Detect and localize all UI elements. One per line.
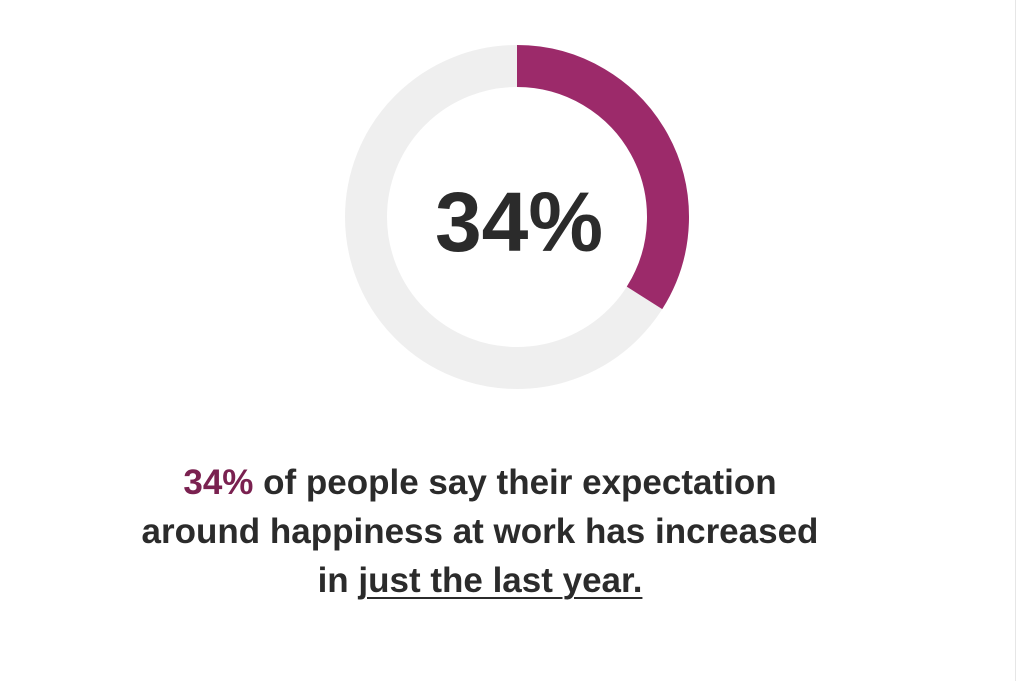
donut-chart: 34% — [345, 45, 689, 389]
donut-arc — [516, 45, 689, 310]
caption-highlight: 34% — [183, 463, 254, 502]
center-label: 34% — [435, 175, 603, 269]
caption-text: of people say their expectation around h… — [141, 463, 819, 600]
edge-line — [1015, 0, 1016, 681]
caption: 34% of people say their expectation arou… — [140, 458, 820, 605]
caption-underlined: just the last year. — [358, 561, 643, 600]
